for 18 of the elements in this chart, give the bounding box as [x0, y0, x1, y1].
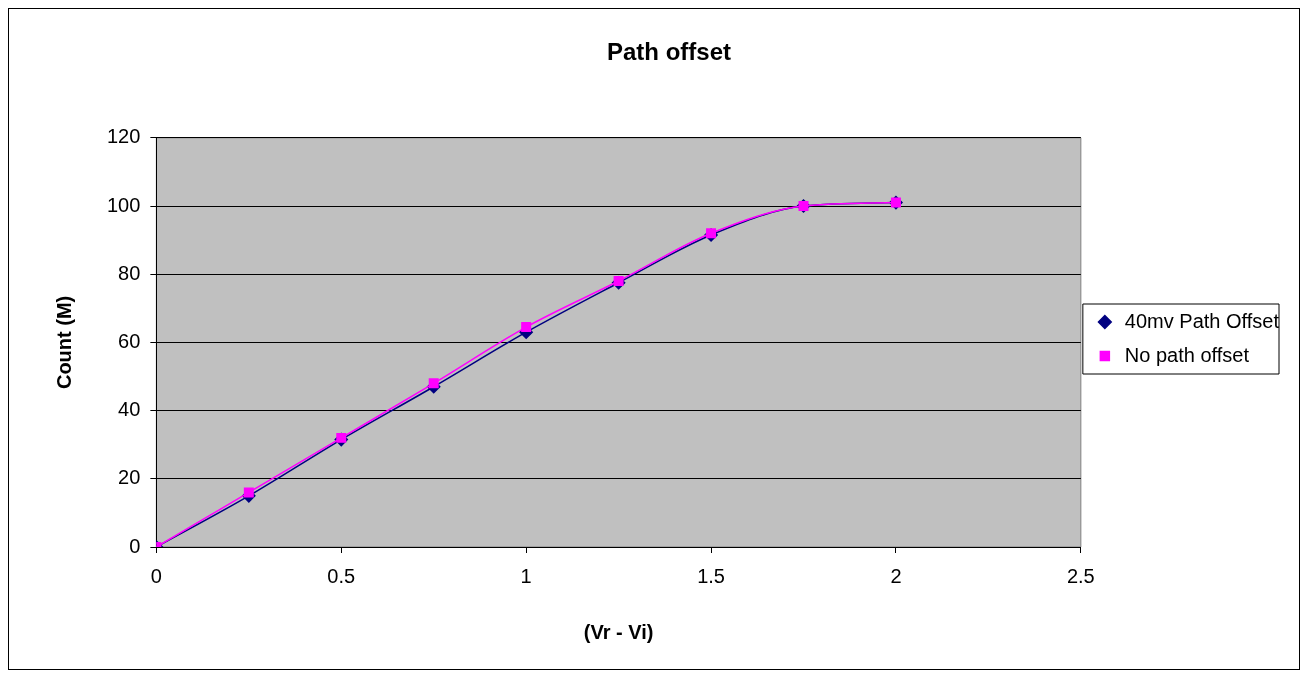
- legend-label: 40mv Path Offset: [1124, 309, 1280, 332]
- y-tick-label: 60: [118, 329, 141, 352]
- y-axis-title: Count (M): [52, 295, 75, 390]
- y-tick-label: 40: [118, 398, 141, 421]
- x-tick-label: 2: [890, 564, 902, 587]
- x-axis-title: (Vr - Vi): [583, 620, 654, 643]
- y-tick-label: 100: [106, 193, 141, 216]
- legend-label: No path offset: [1124, 343, 1250, 366]
- x-tick-label: 1.5: [697, 564, 725, 587]
- x-tick-label: 1: [520, 564, 532, 587]
- y-tick-label: 0: [129, 534, 141, 557]
- y-tick-label: 120: [106, 125, 141, 148]
- x-tick-label: 0.5: [327, 564, 356, 587]
- x-tick-label: 2.5: [1066, 564, 1095, 587]
- x-tick-label: 0: [150, 564, 162, 587]
- y-tick-label: 80: [118, 261, 141, 284]
- chart-title: Path offset: [606, 38, 732, 66]
- y-tick-label: 20: [118, 466, 141, 489]
